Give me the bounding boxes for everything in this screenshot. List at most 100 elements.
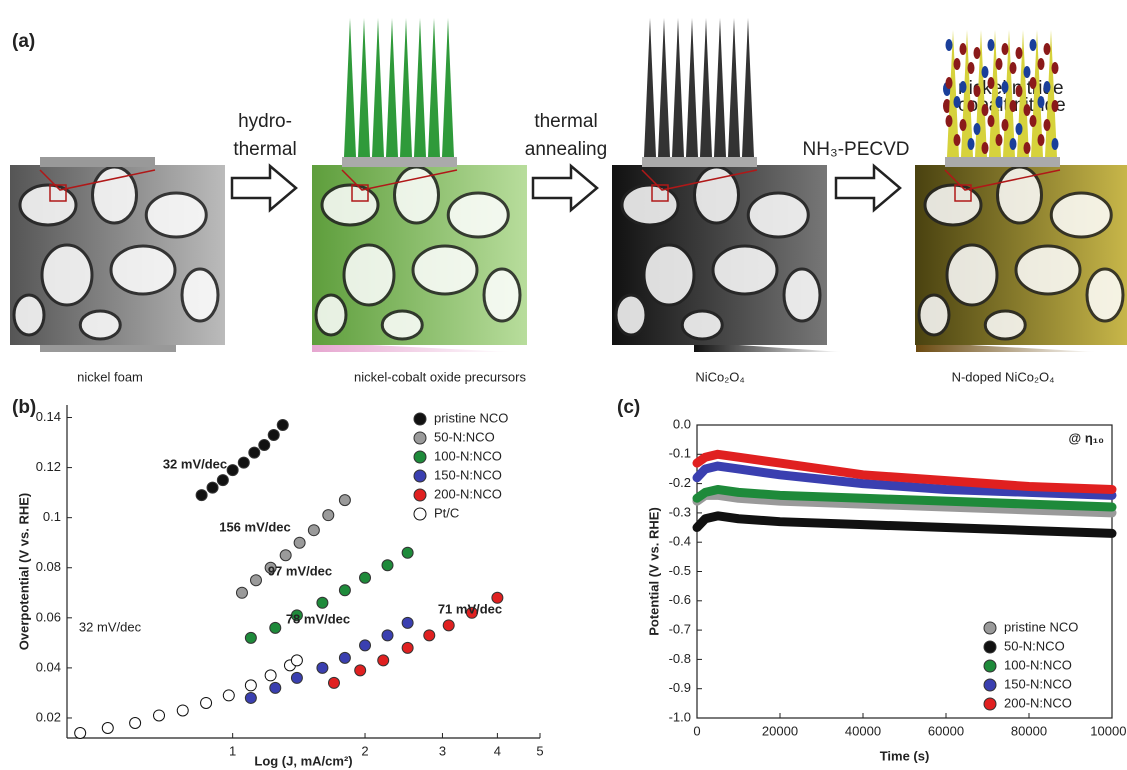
- y-tick-label: -0.3: [669, 504, 691, 519]
- data-point: [378, 655, 389, 666]
- legend-label: 150-N:NCO: [434, 467, 502, 482]
- nitride-particle: [1002, 81, 1009, 93]
- data-point: [238, 457, 249, 468]
- panel-label: (b): [12, 397, 36, 418]
- data-point: [75, 727, 86, 738]
- data-point: [245, 632, 256, 643]
- x-axis-title: Time (s): [880, 748, 930, 763]
- foam-pore: [111, 246, 175, 294]
- nitride-particle: [1010, 100, 1017, 112]
- process-arrow: [533, 166, 597, 210]
- nitride-particle: [954, 96, 961, 108]
- x-tick-label: 5: [536, 743, 543, 758]
- data-point: [236, 587, 247, 598]
- y-tick-label: -1.0: [669, 709, 691, 724]
- foam-pore: [182, 269, 218, 321]
- nitride-particle: [1030, 77, 1037, 89]
- step-label: thermal: [534, 111, 597, 132]
- y-tick-label: 0.12: [36, 459, 61, 474]
- nitride-particle: [1038, 134, 1045, 146]
- foam-pore: [622, 185, 678, 225]
- data-point: [270, 622, 281, 633]
- data-point: [154, 710, 165, 721]
- data-point: [443, 620, 454, 631]
- foam-pore: [42, 245, 92, 305]
- process-arrow: [232, 166, 296, 210]
- x-tick-label: 60000: [928, 723, 964, 738]
- nitride-particle: [988, 77, 995, 89]
- data-point: [360, 640, 371, 651]
- y-tick-label: -0.2: [669, 475, 691, 490]
- panel-label: (a): [12, 31, 35, 52]
- nanowire: [428, 18, 440, 157]
- data-point: [339, 652, 350, 663]
- nanowire: [714, 18, 726, 157]
- data-point: [280, 550, 291, 561]
- data-point: [277, 420, 288, 431]
- data-point: [102, 722, 113, 733]
- foam-pore: [80, 311, 120, 339]
- nitride-particle: [982, 66, 989, 78]
- data-point: [217, 475, 228, 486]
- x-tick-label: 80000: [1011, 723, 1047, 738]
- foam-pore: [448, 193, 508, 237]
- legend-marker: [414, 508, 426, 520]
- legend-label: 50-N:NCO: [1004, 638, 1065, 653]
- nitride-particle: [996, 58, 1003, 70]
- y-tick-label: -0.1: [669, 446, 691, 461]
- y-tick-label: 0.14: [36, 409, 61, 424]
- nitride-particle: [960, 119, 967, 131]
- foam-pore: [644, 245, 694, 305]
- nitride-particle: [974, 47, 981, 59]
- data-point: [245, 692, 256, 703]
- nitride-particle: [1030, 115, 1037, 127]
- nitride-particle: [1002, 119, 1009, 131]
- foam-pore: [985, 311, 1025, 339]
- y-tick-label: 0.0: [673, 416, 691, 431]
- nitride-particle: [996, 96, 1003, 108]
- data-point: [201, 697, 212, 708]
- nitride-particle: [1010, 62, 1017, 74]
- legend-label: 150-N:NCO: [1004, 676, 1072, 691]
- nitride-particle: [954, 134, 961, 146]
- nitride-particle: [1016, 47, 1023, 59]
- data-point: [355, 665, 366, 676]
- nitride-particle: [954, 58, 961, 70]
- slope-label: 32 mV/dec: [163, 456, 227, 471]
- data-point: [402, 617, 413, 628]
- data-point: [227, 465, 238, 476]
- data-point: [328, 677, 339, 688]
- data-point: [317, 662, 328, 673]
- data-point: [259, 440, 270, 451]
- nitride-particle: [1052, 138, 1059, 150]
- nitride-particle: [996, 134, 1003, 146]
- x-tick-label: 0: [693, 723, 700, 738]
- nitride-particle: [946, 39, 953, 51]
- foam-pore: [1016, 246, 1080, 294]
- foam-pore: [616, 295, 646, 335]
- y-tick-label: -0.7: [669, 622, 691, 637]
- legend-label: pristine NCO: [1004, 619, 1078, 634]
- substrate-bar: [40, 157, 155, 167]
- nitride-particle: [974, 123, 981, 135]
- y-tick-label: -0.6: [669, 592, 691, 607]
- foam-pore: [146, 193, 206, 237]
- nanowire: [658, 18, 670, 157]
- x-tick-label: 3: [439, 743, 446, 758]
- nanowire: [644, 18, 656, 157]
- data-point: [382, 630, 393, 641]
- x-tick-label: 40000: [845, 723, 881, 738]
- data-point: [294, 537, 305, 548]
- nitride-particle: [1030, 39, 1037, 51]
- y-tick-label: 0.1: [43, 509, 61, 524]
- x-tick-label: 4: [494, 743, 501, 758]
- x-axis-title: Log (J, mA/cm²): [254, 753, 352, 768]
- nitride-particle: [1024, 66, 1031, 78]
- legend-marker: [414, 413, 426, 425]
- slope-label: 97 mV/dec: [268, 563, 332, 578]
- legend-marker: [414, 470, 426, 482]
- nanowire: [728, 18, 740, 157]
- nanowire: [742, 18, 754, 157]
- nitride-particle: [968, 62, 975, 74]
- data-point: [250, 575, 261, 586]
